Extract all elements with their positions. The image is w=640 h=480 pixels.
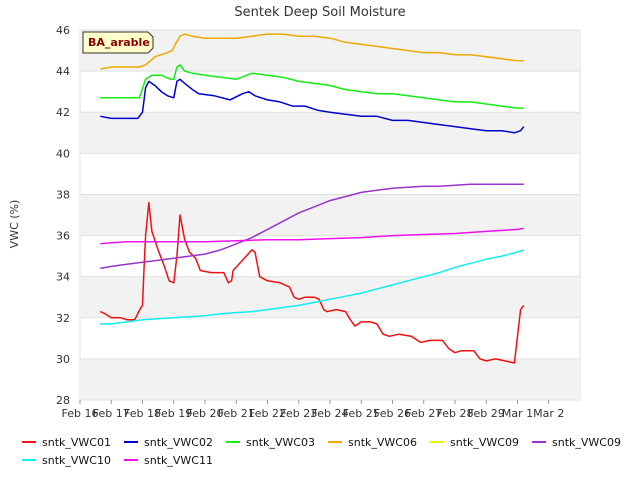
legend-item: sntk_VWC06 (328, 436, 417, 449)
series-line-6 (100, 183, 524, 270)
grid-band (80, 358, 580, 400)
series-line-4 (100, 33, 524, 70)
legend-label: sntk_VWC03 (246, 436, 315, 449)
x-tick-label: Feb 24 (312, 407, 349, 420)
legend-item: sntk_VWC10 (22, 454, 111, 467)
grid-band (80, 30, 580, 72)
x-tick-label: Feb 16 (62, 407, 99, 420)
chart-title: Sentek Deep Soil Moisture (234, 5, 405, 20)
series-line-8 (100, 227, 524, 245)
legend-item: sntk_VWC09 (532, 436, 621, 449)
site-badge-box (82, 31, 154, 54)
x-tick-label: Feb 17 (93, 407, 130, 420)
x-tick-label: Feb 22 (249, 407, 286, 420)
y-tick-label: 44 (56, 65, 70, 78)
y-tick-label: 36 (56, 230, 70, 243)
x-tick-label: Feb 28 (437, 407, 474, 420)
site-badge-label: BA_arable (88, 36, 150, 49)
y-tick-label: 38 (56, 188, 70, 201)
x-tick-label: Feb 20 (187, 407, 224, 420)
x-tick-label: Feb 19 (155, 407, 192, 420)
y-axis-label: VWC (%) (8, 200, 21, 249)
legend-label: sntk_VWC09 (552, 436, 621, 449)
x-tick-label: Feb 23 (280, 407, 317, 420)
legend-label: sntk_VWC01 (42, 436, 111, 449)
y-tick-label: 40 (56, 147, 70, 160)
y-tick-label: 28 (56, 394, 70, 407)
x-tick-label: Feb 29 (468, 407, 505, 420)
series-lines (99, 33, 525, 364)
y-tick-label: 42 (56, 106, 70, 119)
grid-bands (79, 29, 581, 401)
legend-item: sntk_VWC02 (124, 436, 213, 449)
series-line-3 (100, 64, 524, 109)
legend-item: sntk_VWC01 (22, 436, 111, 449)
legend-item: sntk_VWC03 (226, 436, 315, 449)
x-tick-label: Feb 25 (343, 407, 380, 420)
x-tick-label: Feb 27 (405, 407, 442, 420)
series-line-1 (99, 201, 525, 364)
legend-item: sntk_VWC09 (430, 436, 519, 449)
x-tick-label: Feb 18 (124, 407, 161, 420)
series-line-7 (100, 249, 525, 325)
x-tick-label: Feb 26 (374, 407, 411, 420)
legend-label: sntk_VWC06 (348, 436, 417, 449)
site-badge: BA_arable (82, 31, 154, 54)
y-axis-ticks: 28 30 32 34 36 38 40 42 44 46 (56, 24, 70, 407)
x-tick-label: Mar 2 (533, 407, 564, 420)
legend-item: sntk_VWC11 (124, 454, 213, 467)
series-line-2 (100, 78, 525, 134)
legend-label: sntk_VWC09 (450, 436, 519, 449)
legend-label: sntk_VWC11 (144, 454, 213, 467)
x-tick-label: Mar 1 (502, 407, 533, 420)
grid-band (80, 112, 580, 154)
y-tick-label: 30 (56, 353, 70, 366)
legend-label: sntk_VWC02 (144, 436, 213, 449)
y-tick-label: 32 (56, 312, 70, 325)
legend: sntk_VWC01 sntk_VWC02 sntk_VWC03 sntk_VWC06… (22, 436, 621, 467)
x-tick-label: Feb 21 (218, 407, 255, 420)
y-tick-label: 34 (56, 271, 70, 284)
y-tick-label: 46 (56, 24, 70, 37)
legend-label: sntk_VWC10 (42, 454, 111, 467)
